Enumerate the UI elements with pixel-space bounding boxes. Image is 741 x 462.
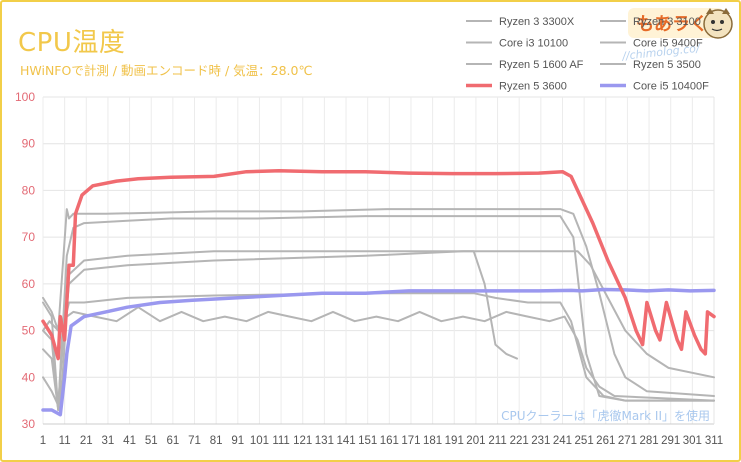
y-tick-label-40: 40	[22, 370, 36, 384]
series-line-ryzen-5-1600-af	[42, 250, 715, 411]
x-tick-label-191: 191	[445, 435, 464, 447]
grid	[42, 96, 715, 425]
series-line-core-i5-9400f	[42, 208, 715, 397]
x-tick-label-271: 271	[618, 435, 637, 447]
x-tick-label-241: 241	[553, 435, 572, 447]
x-tick-label-181: 181	[423, 435, 442, 447]
y-tick-label-60: 60	[22, 277, 36, 291]
x-tick-label-201: 201	[466, 435, 485, 447]
x-tick-label-81: 81	[210, 435, 223, 447]
x-tick-label-131: 131	[315, 435, 334, 447]
x-tick-label-71: 71	[188, 435, 201, 447]
x-tick-label-211: 211	[488, 435, 506, 447]
x-tick-label-101: 101	[250, 435, 269, 447]
x-tick-label-1: 1	[40, 435, 46, 447]
cooler-note: CPUクーラーは「虎徹Mark II」を使用	[501, 408, 710, 423]
legend-label-4: Ryzen 5 1600 AF	[499, 59, 584, 71]
x-tick-label-301: 301	[683, 435, 702, 447]
x-tick-label-281: 281	[639, 435, 658, 447]
chart-subtitle: HWiNFOで計測 / 動画エンコード時 / 気温：28.0℃	[20, 63, 313, 78]
legend-label-0: Ryzen 3 3300X	[499, 16, 575, 28]
x-tick-label-111: 111	[272, 435, 289, 447]
x-tick-label-31: 31	[102, 435, 115, 447]
series-line-ryzen-3-3300x	[42, 215, 715, 411]
x-axis: 1 11 21 31 41 51 61 71 81 91 101 111 121 131 141 151 161…	[40, 435, 723, 447]
y-tick-label-80: 80	[22, 183, 36, 197]
legend-label-6: Ryzen 5 3600	[499, 81, 567, 93]
x-tick-label-231: 231	[531, 435, 550, 447]
legend: Ryzen 3 3300X Ryzen 3 3100 Core i3 10100 Co…	[466, 16, 709, 93]
x-tick-label-311: 311	[705, 435, 723, 447]
chart-title: CPU温度	[18, 28, 126, 58]
x-tick-label-141: 141	[336, 435, 355, 447]
y-tick-label-90: 90	[22, 137, 36, 151]
y-tick-label-30: 30	[22, 417, 36, 431]
x-tick-label-51: 51	[145, 435, 158, 447]
legend-label-3: Core i5 9400F	[633, 38, 703, 50]
legend-label-5: Ryzen 5 3500	[633, 59, 701, 71]
series-line-core-i5-10400f	[41, 287, 716, 417]
x-tick-label-61: 61	[166, 435, 179, 447]
x-tick-label-91: 91	[231, 435, 244, 447]
x-tick-label-291: 291	[661, 435, 680, 447]
series-line-ryzen-5-3500	[42, 306, 715, 402]
x-tick-label-161: 161	[380, 435, 399, 447]
legend-label-1: Ryzen 3 3100	[633, 16, 701, 28]
x-tick-label-151: 151	[358, 435, 377, 447]
x-tick-label-121: 121	[293, 435, 312, 447]
x-tick-label-221: 221	[510, 435, 529, 447]
y-axis: 30 40 50 60 70 80 90 100	[15, 90, 35, 431]
x-tick-label-261: 261	[596, 435, 615, 447]
x-tick-label-171: 171	[401, 435, 420, 447]
y-tick-label-70: 70	[22, 230, 36, 244]
x-tick-label-21: 21	[80, 435, 93, 447]
series-line-core-i3-10100	[42, 250, 518, 407]
site-logo-icon: もあラく //chimolog.co/	[621, 8, 733, 62]
svg-text:もあラく: もあラく	[636, 14, 708, 35]
x-tick-label-41: 41	[123, 435, 136, 447]
series-lines	[41, 169, 716, 417]
x-tick-label-251: 251	[575, 435, 594, 447]
series-line-ryzen-5-3600	[41, 169, 716, 361]
series-line-ryzen-3-3100	[42, 292, 715, 411]
y-tick-label-50: 50	[22, 324, 36, 338]
y-tick-label-100: 100	[15, 90, 35, 104]
legend-label-7: Core i5 10400F	[633, 81, 709, 93]
x-tick-label-11: 11	[59, 435, 71, 447]
legend-label-2: Core i3 10100	[499, 38, 568, 50]
